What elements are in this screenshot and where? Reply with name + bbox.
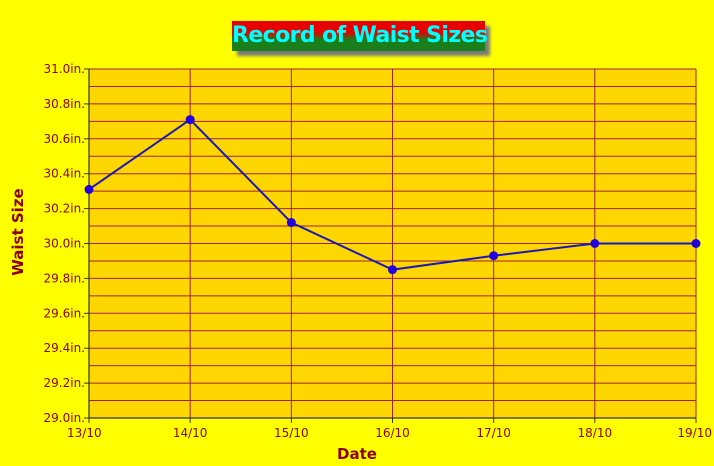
- y-tick-label: 29.4in.: [44, 341, 85, 355]
- data-point: [185, 115, 195, 125]
- data-point: [286, 218, 296, 228]
- x-tick-label: 16/10: [375, 426, 410, 440]
- y-tick-label: 30.2in.: [44, 202, 85, 216]
- y-axis-title: Waist Size: [9, 188, 27, 275]
- series-layer: [84, 115, 701, 275]
- y-tick-label: 30.8in.: [44, 97, 85, 111]
- grid-lines: [88, 68, 697, 419]
- data-point: [691, 239, 701, 248]
- y-tick-label: 30.4in.: [44, 167, 85, 181]
- tick-labels: 29.0in. 29.2in. 29.4in. 29.6in. 29.8in. 30.0i…: [44, 62, 712, 440]
- data-point: [590, 239, 600, 248]
- data-point: [489, 251, 499, 261]
- y-tick-label: 31.0in.: [44, 62, 85, 76]
- data-point: [84, 184, 94, 194]
- x-tick-label: 18/10: [578, 426, 613, 440]
- x-tick-label: 14/10: [173, 426, 208, 440]
- x-axis-title: Date: [337, 445, 377, 463]
- y-tick-label: 30.6in.: [44, 132, 85, 146]
- x-tick-label: 13/10: [67, 426, 102, 440]
- data-point: [388, 265, 397, 275]
- x-tick-label: 15/10: [274, 426, 309, 440]
- y-tick-label: 29.6in.: [44, 306, 85, 320]
- y-tick-label: 29.0in.: [44, 411, 85, 425]
- x-tick-label: 19/10: [677, 426, 712, 440]
- y-tick-label: 30.0in.: [44, 237, 85, 251]
- x-tick-label: 17/10: [476, 426, 511, 440]
- y-tick-label: 29.8in.: [44, 271, 85, 285]
- chart-title: Record of Waist Sizes: [232, 21, 488, 51]
- y-tick-label: 29.2in.: [44, 376, 85, 390]
